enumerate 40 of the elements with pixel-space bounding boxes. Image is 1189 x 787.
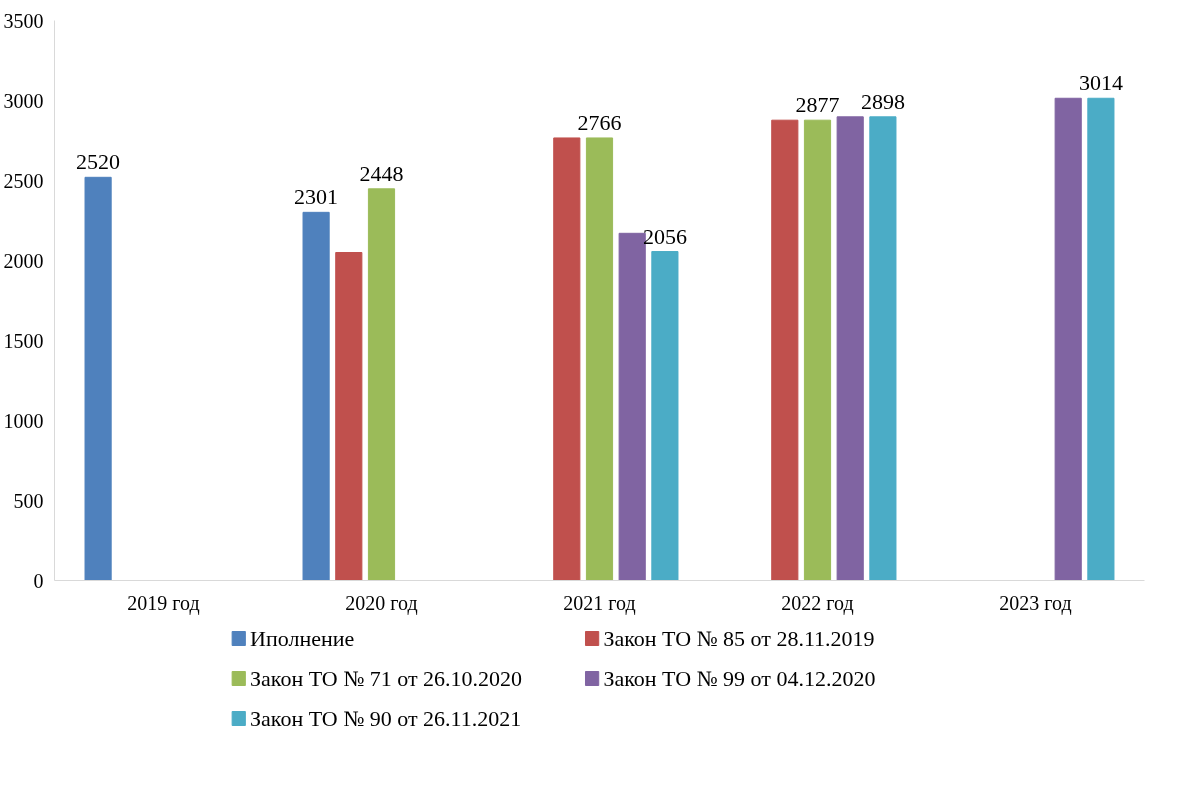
bar [84,176,112,581]
data-label: 2877 [795,92,840,118]
bar [1054,97,1082,581]
data-label: 2448 [359,160,404,186]
data-label: 2520 [76,149,121,175]
bar [869,116,897,581]
bar [651,251,679,581]
y-tick-label: 1000 [3,409,44,432]
legend-label: Закон ТО № 99 от 04.12.2020 [603,666,876,691]
bar [367,188,396,581]
y-tick-label: 0 [33,569,44,592]
y-tick-label: 2000 [3,249,44,272]
data-label: 2056 [642,223,687,249]
legend-label: Закон ТО № 71 от 26.10.2020 [250,666,523,691]
y-tick-label: 500 [13,489,44,512]
bar [1087,97,1115,581]
bar [585,137,614,581]
legend-label: Иполнение [250,626,355,651]
data-label: 2301 [294,184,339,210]
bar [335,252,363,581]
legend-label: Закон ТО № 85 от 28.11.2019 [603,626,875,651]
bar [803,119,832,581]
x-tick-label: 2023 год [999,591,1072,615]
bar [618,232,646,581]
legend-label: Закон ТО № 90 от 26.11.2021 [250,706,522,731]
bar [836,116,864,581]
bar [553,137,581,581]
bar [302,211,330,581]
data-label: 2898 [860,88,905,114]
y-tick-label: 1500 [3,329,44,352]
x-tick-label: 2021 год [563,591,636,615]
x-tick-label: 2020 год [345,591,418,615]
y-tick-label: 3000 [3,89,44,112]
data-label: 3014 [1078,70,1123,96]
y-tick-label: 3500 [3,9,44,32]
x-tick-label: 2022 год [781,591,854,615]
x-tick-label: 2019 год [127,591,200,615]
bar [771,119,799,581]
data-label: 2766 [577,109,622,135]
y-tick-label: 2500 [3,169,44,192]
